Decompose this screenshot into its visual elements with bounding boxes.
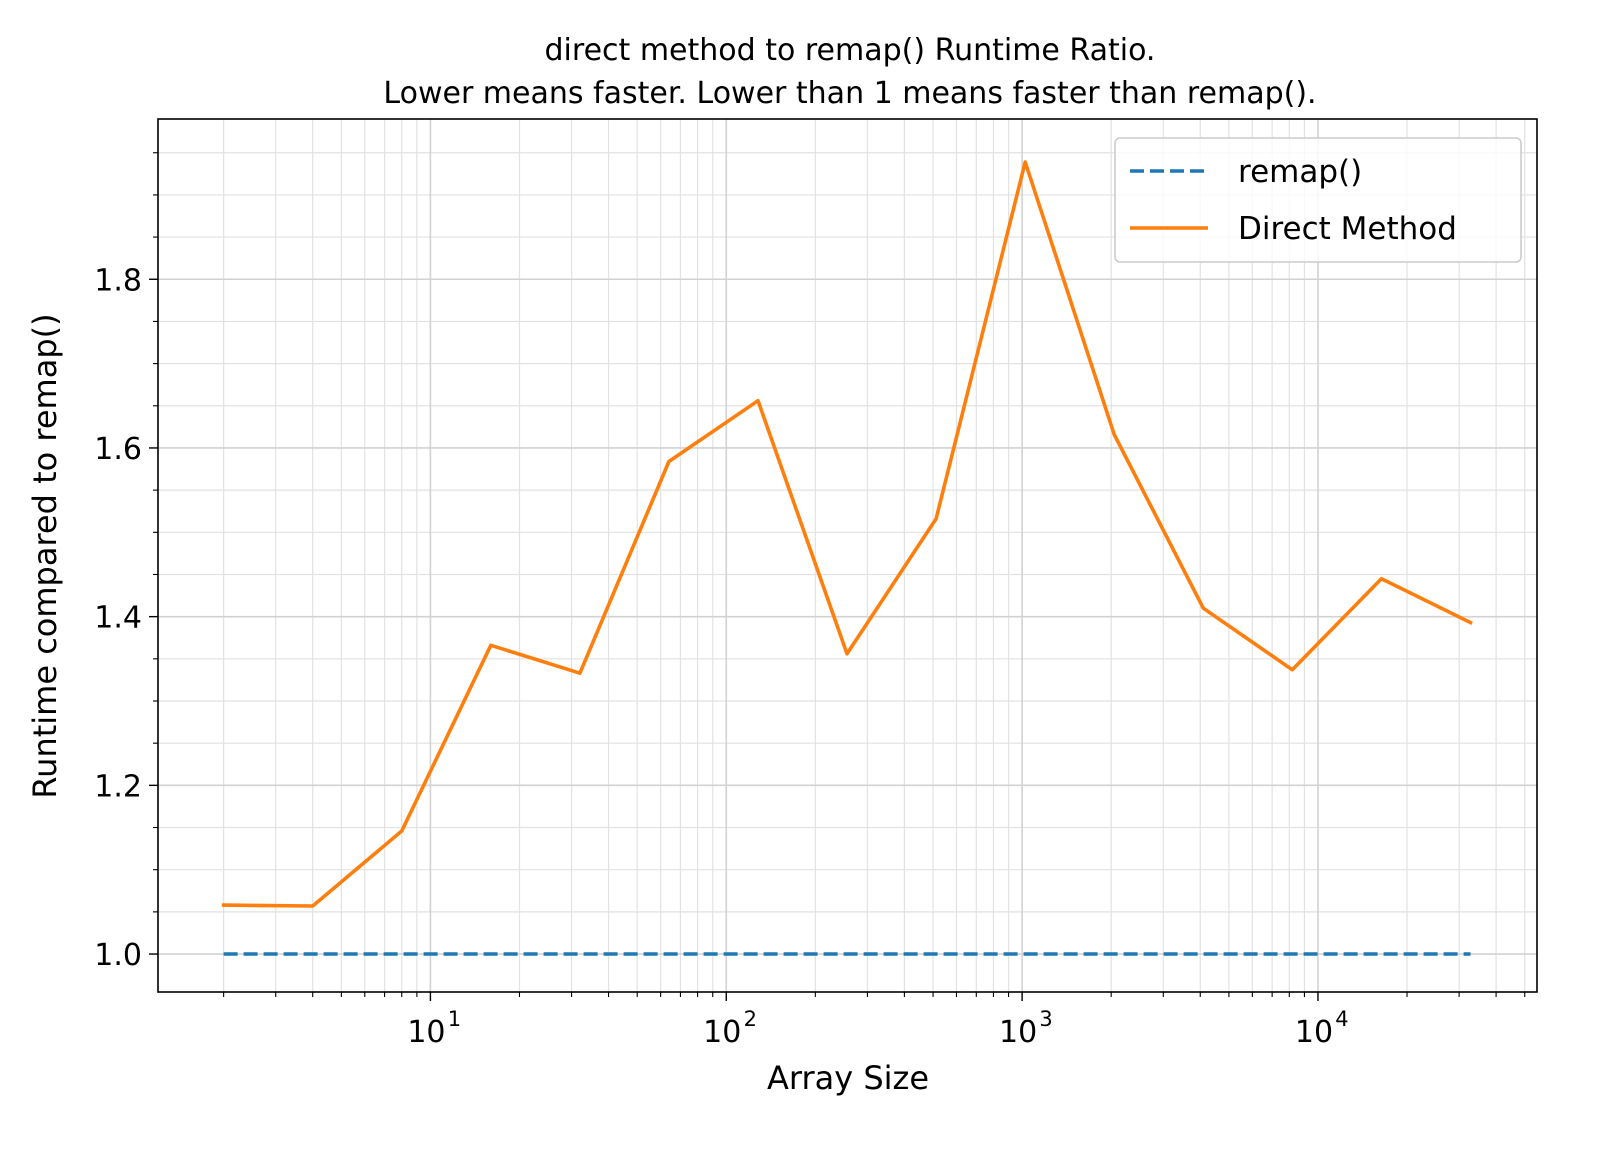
x-tick-exponent: 1: [448, 1007, 461, 1031]
series-line-direct-method: [221, 160, 1473, 908]
y-axis-label: Runtime compared to remap(): [26, 313, 64, 798]
chart-title-line-1: direct method to remap() Runtime Ratio.: [545, 33, 1156, 68]
x-tick-label: 10: [407, 1015, 445, 1050]
y-tick-label: 1.4: [94, 601, 142, 636]
y-tick-labels: 1.0 1.2 1.4 1.6 1.8: [94, 263, 142, 973]
x-tick-label: 10: [703, 1015, 741, 1050]
x-tick-exponent: 2: [744, 1007, 757, 1031]
chart-title-line-2: Lower means faster. Lower than 1 means f…: [383, 76, 1316, 111]
x-tick-label: 10: [1295, 1015, 1333, 1050]
x-axis-label: Array Size: [767, 1059, 929, 1097]
y-tick-label: 1.0: [94, 938, 142, 973]
chart-title: direct method to remap() Runtime Ratio. …: [383, 33, 1316, 111]
legend-box: [1114, 137, 1522, 263]
series-lines: [221, 160, 1473, 956]
axis-ticks: [149, 152, 1526, 1001]
legend: remap() Direct Method: [1114, 137, 1522, 263]
y-tick-label: 1.8: [94, 263, 142, 298]
y-tick-label: 1.6: [94, 432, 142, 467]
x-tick-exponent: 4: [1335, 1007, 1348, 1031]
plot-frame: [157, 118, 1538, 993]
x-tick-label: 10: [999, 1015, 1037, 1050]
legend-label: Direct Method: [1238, 211, 1457, 247]
x-tick-exponent: 3: [1039, 1007, 1052, 1031]
minor-gridlines: [158, 119, 1537, 992]
y-tick-label: 1.2: [94, 769, 142, 804]
x-tick-labels: 10 1 10 2 10 3 10 4: [407, 1007, 1348, 1050]
legend-label: remap(): [1238, 154, 1362, 190]
